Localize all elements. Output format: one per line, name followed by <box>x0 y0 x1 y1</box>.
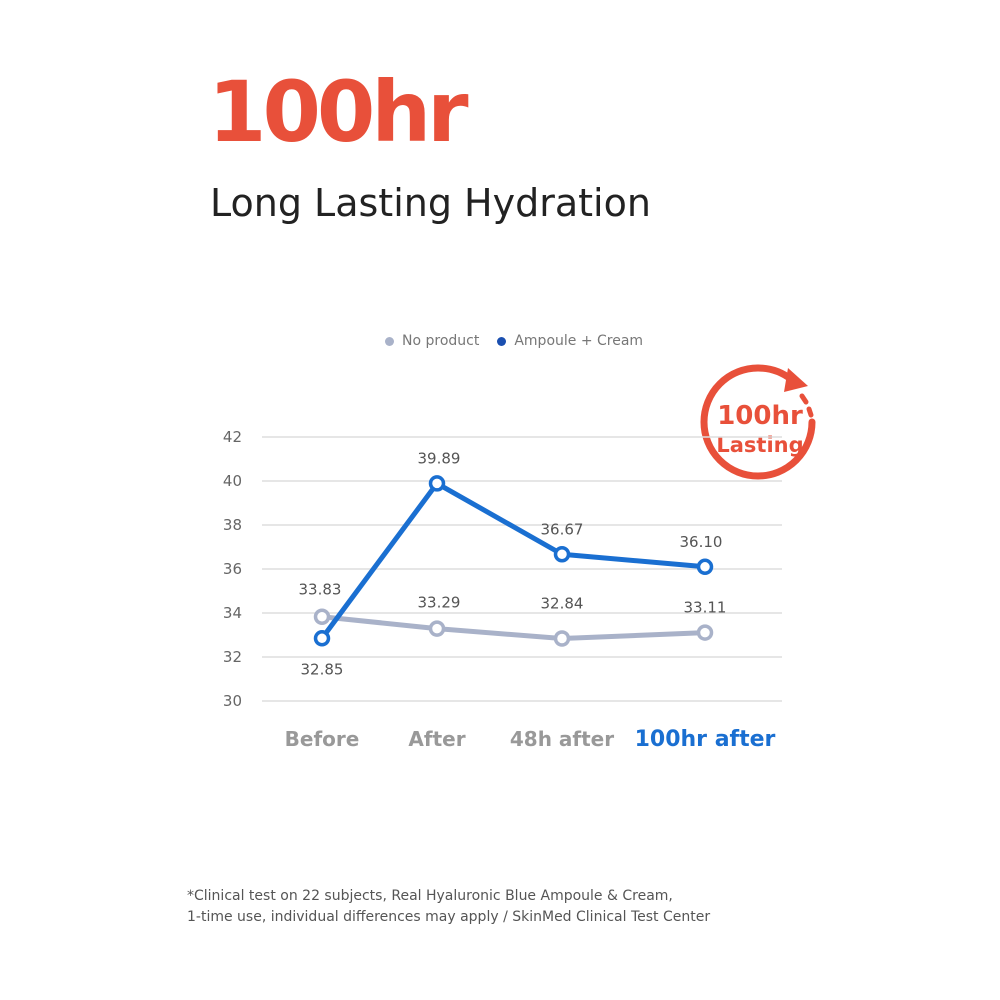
x-tick-label-2: 48h after <box>510 727 614 751</box>
x-tick-label-1: After <box>408 727 465 751</box>
data-label-1-1: 39.89 <box>418 449 461 467</box>
data-point-1-0 <box>313 630 331 647</box>
footnote-line-1: *Clinical test on 22 subjects, Real Hyal… <box>187 888 673 904</box>
x-tick-label-3: 100hr after <box>635 727 776 752</box>
data-label-1-2: 36.67 <box>541 520 584 538</box>
footnote-line-2: 1-time use, individual differences may a… <box>187 909 711 925</box>
badge-arrow-icon <box>784 368 808 392</box>
badge-line-1: 100hr <box>717 401 803 431</box>
y-tick-label-30: 30 <box>223 692 242 710</box>
y-tick-label-40: 40 <box>223 472 242 490</box>
data-label-1-0: 32.85 <box>301 660 344 678</box>
series-line-0 <box>321 614 706 642</box>
legend-item-ampoule-cream: Ampoule + Cream <box>497 333 643 349</box>
data-label-0-3: 33.11 <box>684 599 727 617</box>
data-label-1-3: 36.10 <box>680 533 723 551</box>
legend-dot-ampoule-cream <box>497 336 507 346</box>
data-point-0-2 <box>553 630 571 647</box>
data-point-0-0 <box>313 608 331 625</box>
y-tick-label-38: 38 <box>223 516 242 534</box>
data-label-0-1: 33.29 <box>418 594 461 612</box>
x-tick-label-0: Before <box>285 727 360 751</box>
y-tick-label-34: 34 <box>223 604 242 622</box>
headline: 100hr <box>208 63 469 161</box>
y-tick-label-42: 42 <box>223 428 242 446</box>
lasting-badge: 100hr Lasting <box>700 364 816 480</box>
badge-dash-2 <box>806 406 814 418</box>
data-point-0-1 <box>428 620 446 637</box>
legend-label-no-product: No product <box>402 333 480 349</box>
data-point-1-1 <box>428 475 446 492</box>
series-line-1 <box>319 480 706 640</box>
y-tick-label-32: 32 <box>223 648 242 666</box>
subheadline: Long Lasting Hydration <box>210 181 651 225</box>
legend-item-no-product: No product <box>385 333 479 349</box>
data-label-0-2: 32.84 <box>541 595 584 613</box>
footnote: *Clinical test on 22 subjects, Real Hyal… <box>187 886 710 928</box>
data-point-1-2 <box>553 546 571 563</box>
data-label-0-0: 33.83 <box>299 581 342 599</box>
badge-dash-1 <box>799 393 809 405</box>
legend-dot-no-product <box>385 336 394 346</box>
data-point-0-3 <box>696 624 714 641</box>
badge-ring <box>700 364 816 480</box>
legend-label-ampoule-cream: Ampoule + Cream <box>514 333 644 349</box>
y-tick-label-36: 36 <box>223 560 242 578</box>
chart-legend: No product Ampoule + Cream <box>385 333 643 349</box>
data-point-1-3 <box>696 558 714 576</box>
